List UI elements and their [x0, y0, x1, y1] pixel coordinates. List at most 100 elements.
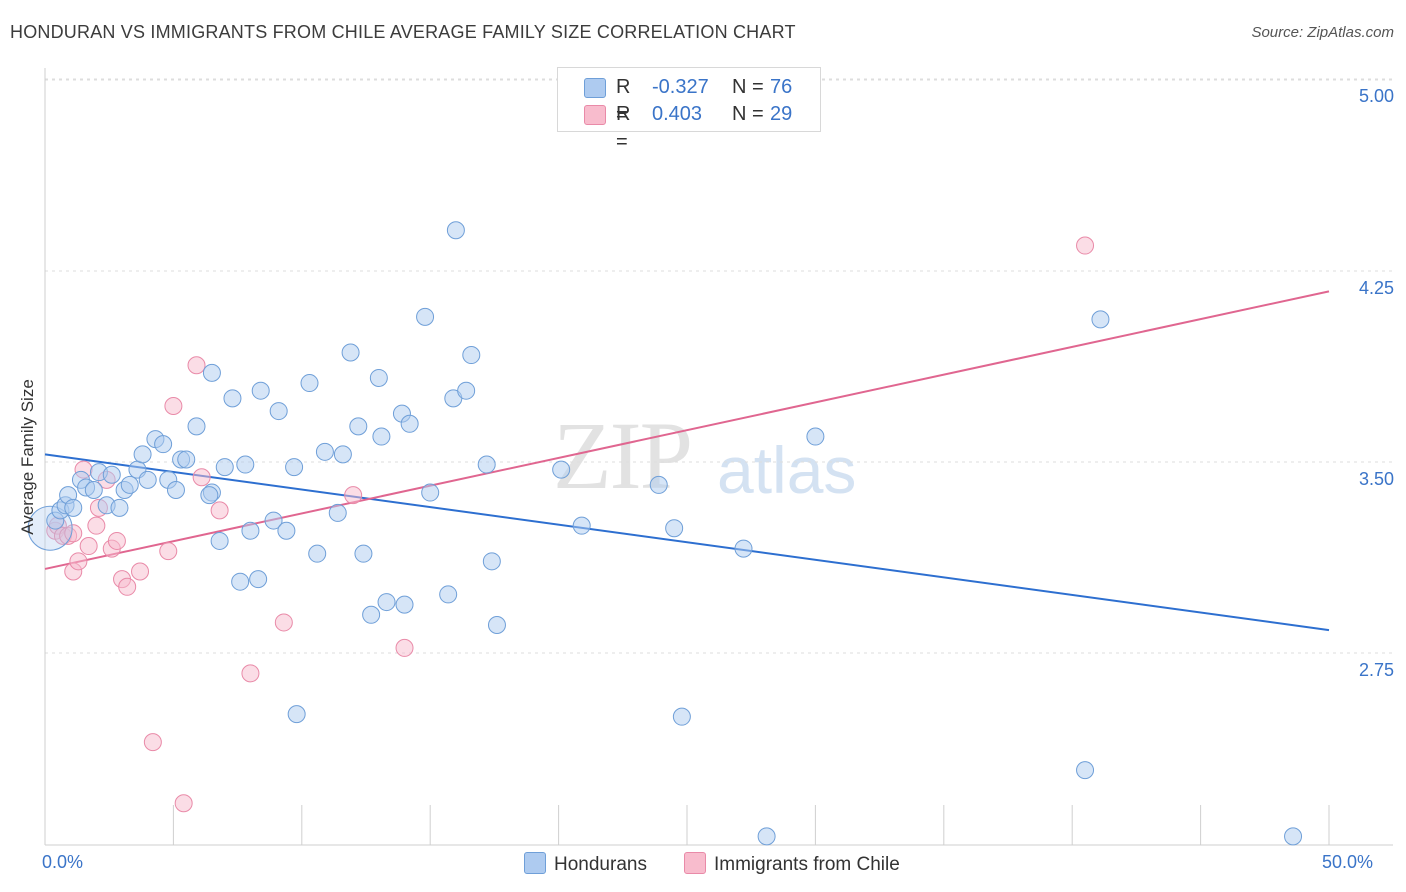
data-point-hondurans — [372, 427, 391, 446]
legend-n-value: 29 — [770, 103, 793, 125]
y-tick-label-3-50: 3.50 — [1358, 469, 1394, 489]
data-point-hondurans — [341, 343, 360, 362]
data-point-hondurans — [308, 544, 327, 563]
data-point-hondurans — [133, 445, 152, 464]
x-tick-label-max: 50.0% — [1322, 852, 1374, 872]
series-hondurans-points — [27, 221, 1303, 846]
data-point-hondurans — [439, 585, 458, 604]
data-point-hondurans — [287, 705, 306, 724]
data-point-hondurans — [285, 458, 304, 477]
correlation-legend: R = -0.327 N = 76 R = 0.403 N = 29 — [557, 67, 821, 153]
legend-label-chile: Immigrants from Chile — [714, 854, 900, 875]
data-point-hondurans — [354, 544, 373, 563]
legend-item-chile[interactable]: Immigrants from Chile — [684, 852, 900, 876]
data-point-chile — [192, 468, 211, 487]
data-point-hondurans — [482, 552, 501, 571]
data-point-hondurans — [369, 368, 388, 387]
data-point-chile — [118, 577, 137, 596]
legend-r-value: -0.327 — [652, 76, 709, 98]
data-point-hondurans — [84, 481, 103, 500]
data-point-hondurans — [223, 389, 242, 408]
gridlines — [45, 78, 1393, 654]
legend-n-value: 76 — [770, 76, 793, 98]
legend-swatch-blue — [584, 78, 606, 98]
data-point-hondurans — [64, 498, 83, 517]
data-point-hondurans — [236, 455, 255, 474]
data-point-chile — [164, 396, 183, 415]
data-point-hondurans — [462, 346, 481, 365]
data-point-hondurans — [395, 595, 414, 614]
y-tick-label-4-25: 4.25 — [1358, 278, 1394, 298]
data-point-hondurans — [349, 417, 368, 436]
data-point-hondurans — [251, 381, 270, 400]
data-point-chile — [344, 486, 363, 505]
data-point-hondurans — [377, 593, 396, 612]
data-point-chile — [131, 562, 150, 581]
data-point-chile — [64, 524, 83, 543]
y-tick-label-2-75: 2.75 — [1358, 660, 1394, 680]
data-point-hondurans — [315, 442, 334, 461]
chart-title: HONDURAN VS IMMIGRANTS FROM CHILE AVERAG… — [10, 22, 796, 42]
data-point-hondurans — [572, 516, 591, 535]
data-point-chile — [187, 356, 206, 375]
data-point-hondurans — [277, 521, 296, 540]
data-point-chile — [79, 537, 98, 556]
data-point-hondurans — [241, 521, 260, 540]
data-point-hondurans — [210, 531, 229, 550]
data-point-hondurans — [202, 363, 221, 382]
data-point-hondurans — [187, 417, 206, 436]
legend-n-label: N = — [732, 103, 764, 125]
source-label: Source: ZipAtlas.com — [1251, 24, 1394, 41]
legend-swatch-pink — [584, 105, 606, 125]
legend-r-value: 0.403 — [652, 103, 703, 125]
trend-line-chile — [44, 290, 1330, 570]
data-point-hondurans — [649, 475, 668, 494]
series-chile-points — [46, 236, 1095, 813]
data-point-hondurans — [215, 458, 234, 477]
data-point-hondurans — [457, 381, 476, 400]
data-point-hondurans — [138, 470, 157, 489]
data-point-hondurans — [333, 445, 352, 464]
data-point-hondurans — [269, 402, 288, 421]
data-point-hondurans — [446, 221, 465, 240]
data-point-chile — [210, 501, 229, 520]
y-axis-label: Average Family Size — [18, 379, 37, 535]
data-point-hondurans — [665, 519, 684, 538]
data-point-hondurans — [421, 483, 440, 502]
trend-line-hondurans — [44, 453, 1330, 632]
legend-item-hondurans[interactable]: Hondurans — [524, 852, 647, 876]
legend-label-hondurans: Hondurans — [554, 854, 647, 875]
data-point-hondurans — [477, 455, 496, 474]
data-point-hondurans — [231, 572, 250, 591]
legend-swatch-blue — [524, 852, 546, 874]
data-point-chile — [159, 542, 178, 561]
data-point-hondurans — [806, 427, 825, 446]
data-point-chile — [87, 516, 106, 535]
legend-swatch-pink — [684, 852, 706, 874]
data-point-chile — [1076, 236, 1095, 255]
legend-r-label: R = — [616, 76, 631, 126]
data-point-hondurans — [300, 374, 319, 393]
legend-r-label: R = — [616, 103, 631, 153]
data-point-chile — [69, 552, 88, 571]
data-point-chile — [395, 638, 414, 657]
data-point-hondurans — [154, 435, 173, 454]
data-point-hondurans — [757, 827, 776, 846]
data-point-hondurans — [416, 307, 435, 326]
data-point-hondurans — [1076, 761, 1095, 780]
data-point-hondurans — [102, 465, 121, 484]
data-point-hondurans — [552, 460, 571, 479]
data-point-hondurans — [362, 605, 381, 624]
watermark-atlas: atlas — [717, 433, 857, 507]
data-point-hondurans — [110, 498, 129, 517]
y-tick-label-5-00: 5.00 — [1358, 86, 1394, 106]
data-point-hondurans — [1284, 827, 1303, 846]
data-point-chile — [143, 733, 162, 752]
data-point-hondurans — [264, 511, 283, 530]
data-point-hondurans — [487, 615, 506, 634]
legend-n-label: N = — [732, 76, 764, 98]
watermark-zip: ZIP — [553, 402, 693, 509]
axes — [44, 68, 1393, 846]
data-point-chile — [174, 794, 193, 813]
